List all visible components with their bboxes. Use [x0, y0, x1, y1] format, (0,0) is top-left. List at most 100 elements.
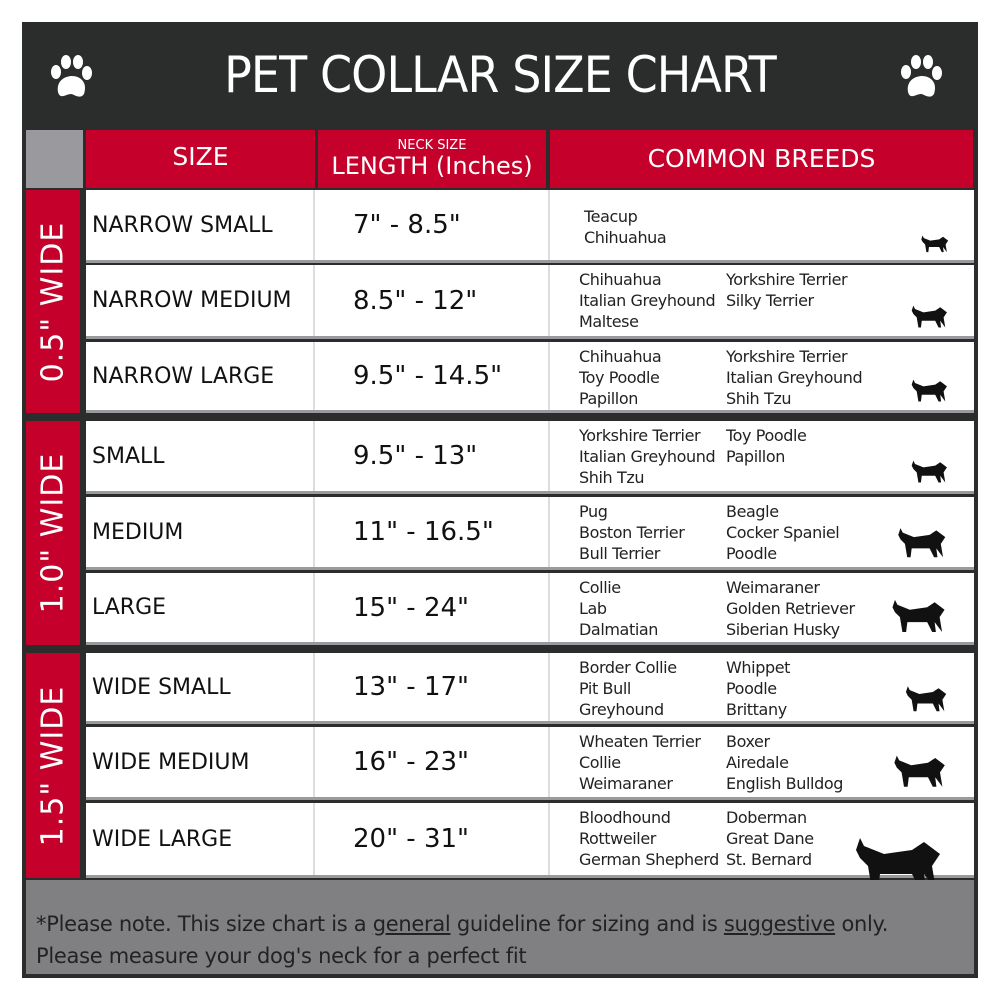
- breed-name: Papillon: [579, 389, 638, 408]
- breed-name: Teacup: [584, 207, 638, 226]
- dog-silhouette-icon: [921, 235, 949, 252]
- breed-name: Toy Poodle: [579, 368, 660, 387]
- size-cell: LARGE: [86, 573, 315, 642]
- breed-name: Boxer: [726, 732, 770, 751]
- table-row: WIDE LARGE 20" - 31" Bloodhound Rottweile…: [86, 803, 974, 890]
- breeds-column-2: Boxer Airedale English Bulldog: [726, 731, 843, 794]
- length-cell: 11" - 16.5": [317, 497, 550, 567]
- breed-name: Italian Greyhound: [579, 447, 716, 466]
- breed-name: Collie: [579, 578, 621, 597]
- length-cell: 7" - 8.5": [317, 190, 550, 260]
- size-cell: WIDE LARGE: [86, 803, 315, 875]
- breed-name: Great Dane: [726, 829, 814, 848]
- group-label: 0.5" WIDE: [35, 221, 71, 382]
- breeds-column-2: Weimaraner Golden Retriever Siberian Husky: [726, 577, 855, 640]
- dog-silhouette-icon: [911, 305, 947, 328]
- table-row: WIDE MEDIUM 16" - 23" Wheaten Terrier Col…: [86, 727, 974, 800]
- paw-print-icon: [901, 55, 942, 97]
- size-cell: MEDIUM: [86, 497, 315, 567]
- dog-silhouette-icon: [898, 527, 946, 558]
- footer-line-1: *Please note. This size chart is a gener…: [36, 908, 974, 940]
- header-breeds-label: COMMON BREEDS: [647, 144, 876, 173]
- dog-silhouette-icon: [911, 379, 947, 402]
- breed-name: Poodle: [726, 544, 777, 563]
- group-label: 1.5" WIDE: [35, 685, 71, 846]
- breed-name: Yorkshire Terrier: [726, 347, 848, 366]
- breed-name: Maltese: [579, 312, 639, 331]
- header-length: NECK SIZE LENGTH (Inches): [318, 130, 546, 188]
- breed-name: St. Bernard: [726, 850, 812, 869]
- breed-name: Chihuahua: [579, 270, 662, 289]
- breed-name: Bull Terrier: [579, 544, 660, 563]
- header-length-label: LENGTH (Inches): [331, 152, 533, 180]
- breed-name: Shih Tzu: [579, 468, 645, 487]
- paw-print-icon: [51, 55, 92, 97]
- header-neck-size-label: NECK SIZE: [397, 138, 467, 153]
- footer-text: *Please note. This size chart is a: [36, 912, 367, 936]
- size-cell: WIDE MEDIUM: [86, 727, 315, 797]
- length-cell: 9.5" - 13": [317, 421, 550, 491]
- breeds-column-2: Whippet Poodle Brittany: [726, 657, 790, 720]
- breed-name: Collie: [579, 753, 621, 772]
- breed-name: German Shepherd: [579, 850, 719, 869]
- breed-name: Papillon: [726, 447, 785, 466]
- breeds-column-2: Yorkshire Terrier Italian Greyhound Shih T…: [726, 346, 863, 409]
- breed-name: Weimaraner: [579, 774, 673, 793]
- breed-name: Yorkshire Terrier: [726, 270, 848, 289]
- length-cell: 13" - 17": [317, 653, 550, 721]
- breed-name: Rottweiler: [579, 829, 656, 848]
- table-row: NARROW SMALL 7" - 8.5" Teacup Chihuahua: [86, 190, 974, 263]
- footer-note: *Please note. This size chart is a gener…: [26, 880, 974, 974]
- breed-name: Weimaraner: [726, 578, 820, 597]
- size-cell: NARROW SMALL: [86, 190, 315, 260]
- breed-name: Airedale: [726, 753, 789, 772]
- breed-name: Yorkshire Terrier: [579, 426, 701, 445]
- breed-name: Siberian Husky: [726, 620, 840, 639]
- breed-name: Border Collie: [579, 658, 677, 677]
- dog-silhouette-icon: [894, 755, 945, 787]
- breed-name: Beagle: [726, 502, 779, 521]
- breed-name: Bloodhound: [579, 808, 671, 827]
- breeds-column-2: Beagle Cocker Spaniel Poodle: [726, 501, 840, 564]
- breed-name: Brittany: [726, 700, 787, 719]
- group-one-inch: 1.0" WIDE: [26, 421, 83, 645]
- length-cell: 20" - 31": [317, 803, 550, 875]
- breed-name: Chihuahua: [584, 228, 667, 247]
- footer-underlined-suggestive: suggestive: [723, 912, 836, 936]
- breed-name: Boston Terrier: [579, 523, 685, 542]
- group-label: 1.0" WIDE: [35, 452, 71, 614]
- breeds-column-1: Collie Lab Dalmatian: [579, 577, 658, 640]
- footer-text: guideline for sizing and is: [450, 912, 718, 936]
- breed-name: Silky Terrier: [726, 291, 814, 310]
- group-one-half-inch: 1.5" WIDE: [26, 653, 83, 878]
- header-size: SIZE: [86, 130, 315, 188]
- breeds-column-1: Wheaten Terrier Collie Weimaraner: [579, 731, 701, 794]
- footer-line-2: Please measure your dog's neck for a per…: [36, 944, 527, 968]
- breed-name: Doberman: [726, 808, 807, 827]
- breed-name: Wheaten Terrier: [579, 732, 701, 751]
- header-size-label: SIZE: [172, 142, 229, 171]
- length-cell: 16" - 23": [317, 727, 550, 797]
- breed-name: Italian Greyhound: [726, 368, 863, 387]
- breed-name: Poodle: [726, 679, 777, 698]
- dog-silhouette-icon: [856, 838, 940, 890]
- breed-name: Lab: [579, 599, 607, 618]
- table-row: NARROW LARGE 9.5" - 14.5" Chihuahua Toy P…: [86, 342, 974, 413]
- breed-name: Chihuahua: [579, 347, 662, 366]
- length-cell: 8.5" - 12": [317, 265, 550, 336]
- dog-silhouette-icon: [892, 599, 945, 632]
- header-breeds: COMMON BREEDS: [550, 130, 973, 188]
- breeds-column-1: Pug Boston Terrier Bull Terrier: [579, 501, 685, 564]
- table-row: NARROW MEDIUM 8.5" - 12" Chihuahua Italia…: [86, 265, 974, 339]
- table-row: SMALL 9.5" - 13" Yorkshire Terrier Italia…: [86, 421, 974, 494]
- breeds-column-2: Doberman Great Dane St. Bernard: [726, 807, 814, 870]
- breeds-column-2: Toy Poodle Papillon: [726, 425, 807, 467]
- group-half-inch: 0.5" WIDE: [26, 190, 83, 413]
- breeds-column-1: Chihuahua Toy Poodle Papillon: [579, 346, 662, 409]
- breeds-column-1: Teacup Chihuahua: [584, 206, 667, 248]
- breed-name: Toy Poodle: [726, 426, 807, 445]
- table-row: WIDE SMALL 13" - 17" Border Collie Pit Bu…: [86, 653, 974, 724]
- breeds-column-2: Yorkshire Terrier Silky Terrier: [726, 269, 848, 311]
- dog-silhouette-icon: [905, 686, 947, 712]
- breed-name: Italian Greyhound: [579, 291, 716, 310]
